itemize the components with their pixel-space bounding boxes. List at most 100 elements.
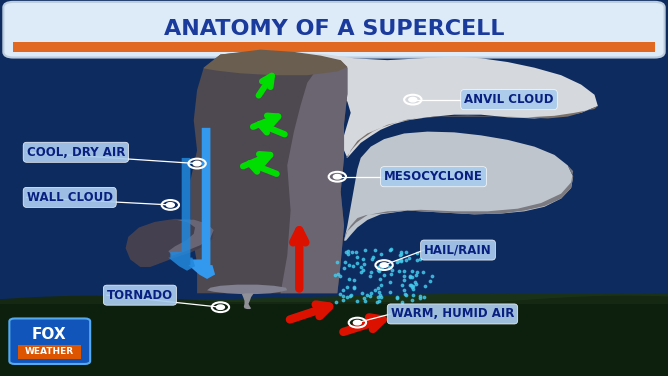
- Point: [355, 264, 366, 270]
- Point: [391, 294, 402, 300]
- Text: WEATHER: WEATHER: [25, 347, 74, 356]
- Point: [332, 259, 343, 265]
- Point: [387, 267, 397, 273]
- Point: [359, 247, 370, 253]
- Point: [392, 258, 403, 264]
- Circle shape: [380, 263, 388, 267]
- Point: [407, 283, 418, 289]
- Point: [392, 295, 403, 301]
- Point: [384, 247, 395, 253]
- Point: [407, 292, 418, 298]
- Point: [358, 267, 369, 273]
- Point: [373, 285, 383, 291]
- Point: [376, 251, 387, 257]
- Point: [348, 285, 359, 291]
- Point: [414, 256, 425, 262]
- Point: [395, 258, 406, 264]
- Polygon shape: [344, 165, 573, 241]
- Point: [411, 257, 422, 263]
- Point: [351, 260, 362, 266]
- Point: [395, 249, 406, 255]
- Polygon shape: [168, 220, 214, 256]
- Point: [333, 271, 344, 277]
- Point: [410, 272, 421, 278]
- Point: [395, 251, 406, 257]
- Point: [356, 269, 367, 275]
- Point: [422, 249, 432, 255]
- FancyBboxPatch shape: [9, 318, 90, 364]
- Point: [414, 293, 425, 299]
- Point: [373, 294, 383, 300]
- Point: [426, 249, 437, 255]
- Point: [349, 284, 359, 290]
- Point: [335, 273, 346, 279]
- Point: [379, 272, 389, 278]
- Text: HAIL/RAIN: HAIL/RAIN: [424, 244, 492, 256]
- Point: [341, 294, 352, 300]
- Point: [349, 277, 359, 283]
- Point: [352, 254, 363, 260]
- Point: [375, 276, 385, 282]
- Point: [338, 265, 349, 271]
- Point: [361, 292, 372, 298]
- Point: [367, 256, 377, 262]
- Circle shape: [333, 174, 341, 179]
- Point: [395, 252, 405, 258]
- Point: [341, 249, 351, 255]
- Point: [405, 273, 415, 279]
- Point: [409, 279, 420, 285]
- Point: [393, 268, 404, 274]
- Point: [364, 273, 375, 279]
- Point: [395, 257, 406, 263]
- Point: [372, 299, 383, 305]
- Point: [399, 277, 409, 283]
- Point: [344, 276, 355, 282]
- Text: COOL, DRY AIR: COOL, DRY AIR: [27, 146, 125, 159]
- Text: TORNADO: TORNADO: [107, 289, 173, 302]
- Point: [399, 273, 409, 279]
- Point: [343, 248, 353, 254]
- Point: [385, 246, 396, 252]
- Point: [366, 270, 377, 276]
- Point: [359, 294, 370, 300]
- Text: MESOCYCLONE: MESOCYCLONE: [384, 170, 483, 183]
- Polygon shape: [207, 53, 598, 158]
- Point: [373, 289, 384, 295]
- Point: [374, 292, 385, 298]
- Point: [345, 293, 355, 299]
- Point: [374, 268, 385, 274]
- Point: [338, 287, 349, 293]
- Polygon shape: [126, 219, 214, 267]
- Point: [340, 259, 351, 265]
- Bar: [13, 42, 655, 52]
- Polygon shape: [190, 51, 347, 293]
- Point: [375, 263, 385, 269]
- Point: [331, 299, 341, 305]
- Point: [367, 255, 378, 261]
- Point: [357, 290, 367, 296]
- Polygon shape: [346, 106, 598, 158]
- Point: [385, 271, 396, 277]
- Point: [426, 273, 437, 279]
- Point: [373, 298, 384, 304]
- Point: [397, 299, 407, 305]
- Circle shape: [216, 305, 224, 309]
- Point: [329, 271, 340, 277]
- Point: [426, 247, 436, 253]
- Circle shape: [166, 203, 174, 207]
- Point: [411, 281, 422, 287]
- Point: [344, 262, 355, 268]
- Polygon shape: [242, 293, 254, 309]
- Point: [425, 278, 436, 284]
- Point: [343, 251, 353, 257]
- Point: [345, 292, 356, 298]
- Polygon shape: [204, 50, 347, 75]
- Point: [385, 289, 395, 295]
- Point: [375, 294, 386, 300]
- Circle shape: [193, 161, 201, 166]
- FancyBboxPatch shape: [3, 2, 665, 58]
- Text: WARM, HUMID AIR: WARM, HUMID AIR: [391, 308, 514, 320]
- Point: [375, 282, 386, 288]
- Point: [369, 287, 380, 293]
- Polygon shape: [188, 128, 215, 279]
